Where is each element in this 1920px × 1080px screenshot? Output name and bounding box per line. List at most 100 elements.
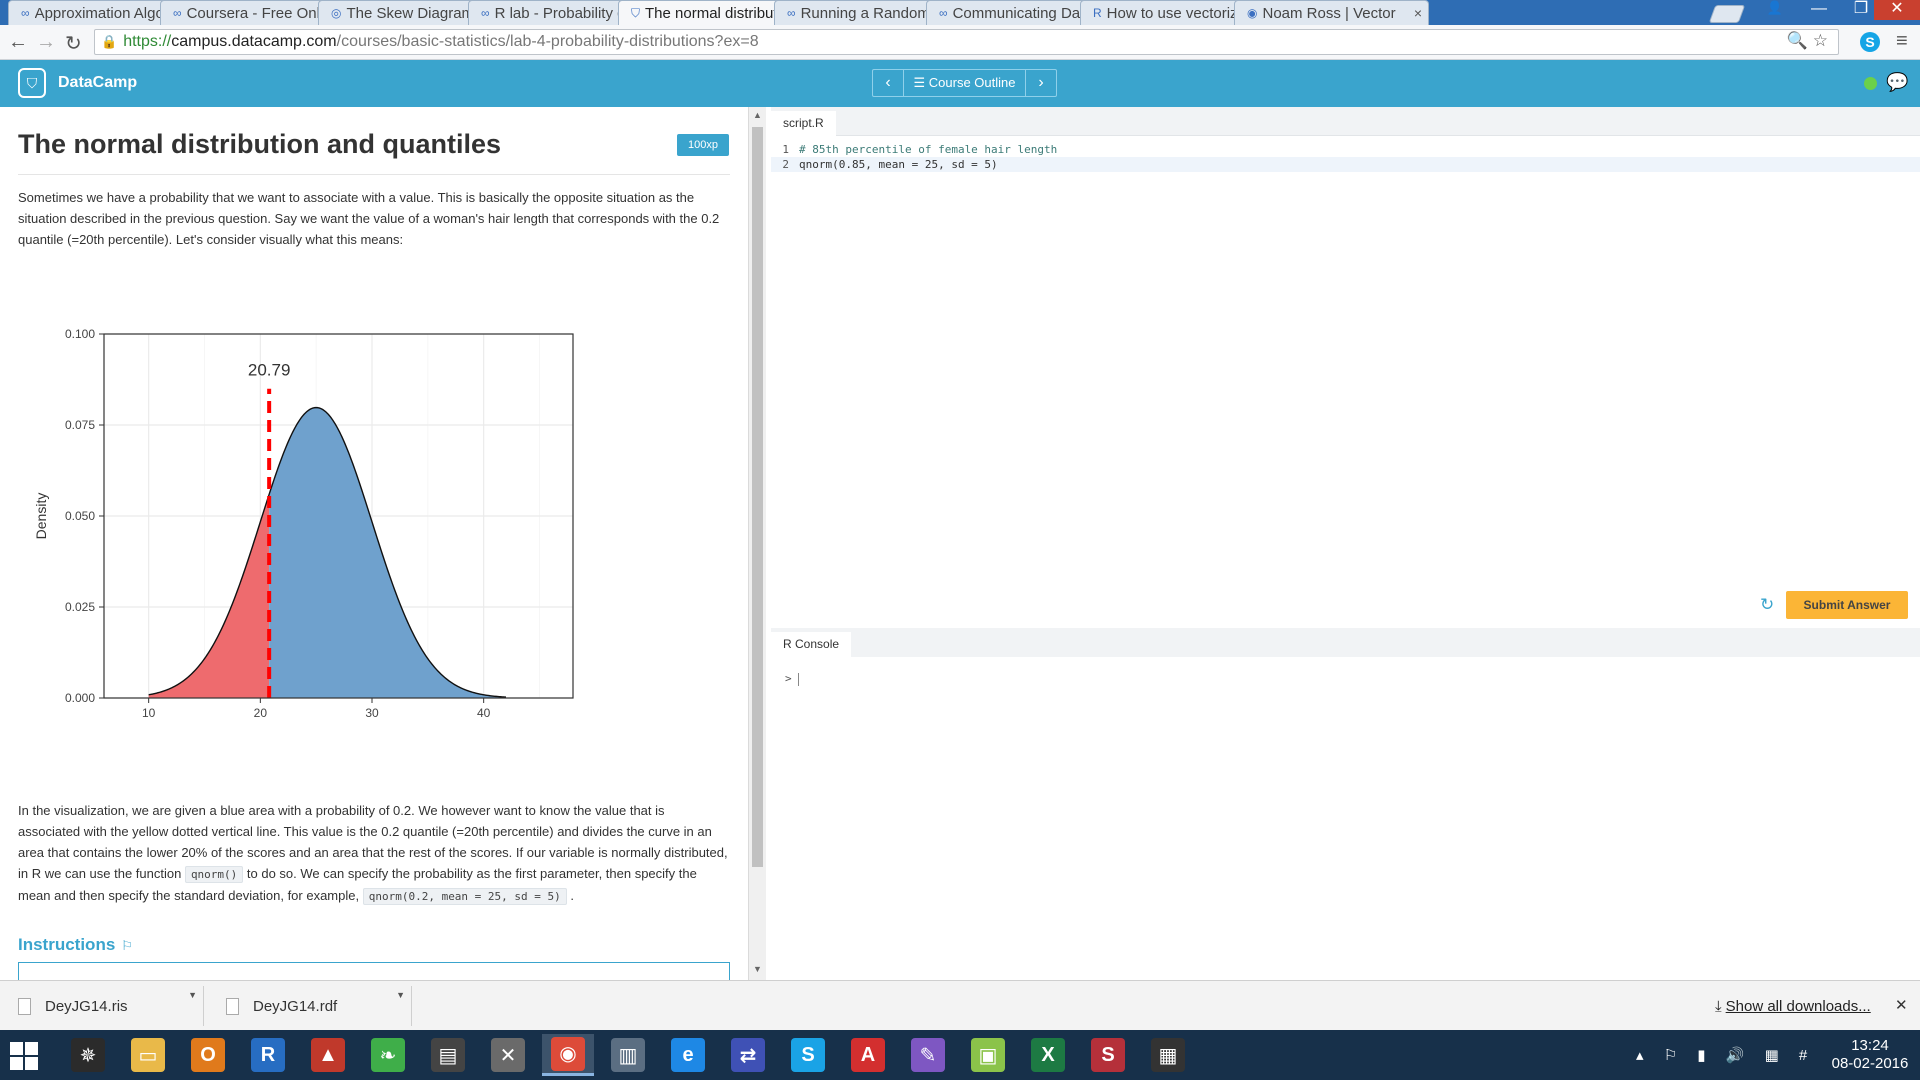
code-line-1[interactable]: 1 # 85th percentile of female hair lengt… <box>771 142 1920 157</box>
minimize-button[interactable]: — <box>1811 0 1827 17</box>
line-number: 2 <box>782 158 789 171</box>
upper-area <box>269 407 506 698</box>
chevron-down-icon[interactable]: ▼ <box>188 990 197 1000</box>
download-item[interactable]: DeyJG14.ris ▼ <box>4 986 204 1026</box>
slides-app-icon[interactable]: S <box>1082 1034 1134 1076</box>
windows-start-icon[interactable] <box>10 1042 38 1070</box>
title-divider <box>18 174 730 175</box>
lesson-scrollbar[interactable]: ▲ ▼ <box>748 107 766 980</box>
excel-app-icon[interactable]: X <box>1022 1034 1074 1076</box>
tab-r-console[interactable]: R Console <box>771 632 852 657</box>
scroll-up-icon[interactable]: ▲ <box>753 110 762 120</box>
matlab-app-icon[interactable]: ▲ <box>302 1034 354 1076</box>
network-app-icon[interactable]: ▥ <box>602 1034 654 1076</box>
clock-date: 08-02-2016 <box>1831 1055 1909 1072</box>
qnorm-function-code: qnorm() <box>184 866 244 883</box>
close-downloads-icon[interactable]: ✕ <box>1895 997 1908 1014</box>
close-icon[interactable]: × <box>1413 5 1422 21</box>
url-path: /courses/basic-statistics/lab-4-probabil… <box>336 33 759 50</box>
cinema4d-glyph-icon: ✵ <box>71 1038 105 1072</box>
file-icon <box>18 997 31 1015</box>
outlook-app-icon[interactable]: O <box>182 1034 234 1076</box>
tools-app-icon[interactable]: ✕ <box>482 1034 534 1076</box>
internet-explorer-app-icon[interactable]: e <box>662 1034 714 1076</box>
cinema4d-app-icon[interactable]: ✵ <box>62 1034 114 1076</box>
datacamp-icon: ⛉ <box>631 5 641 20</box>
qnorm-example-code: qnorm(0.2, mean = 25, sd = 5) <box>362 888 567 905</box>
browser-tab[interactable]: ◉ Noam Ross | Vector × <box>1234 0 1429 25</box>
maximize-button[interactable]: ❐ <box>1853 0 1869 17</box>
download-filename: DeyJG14.rdf <box>253 997 338 1015</box>
y-tick-label: 0.000 <box>65 691 95 705</box>
lesson-body-text-3: . <box>566 888 575 903</box>
console-tab-bar: R Console <box>771 628 1920 657</box>
datacamp-header: ⛉ DataCamp ‹ ☰ Course Outline › 💬 <box>0 60 1920 107</box>
previous-exercise-icon[interactable]: ‹ <box>885 74 891 91</box>
file-icon <box>226 997 239 1015</box>
line-number: 1 <box>782 143 789 156</box>
code-area[interactable]: 1 # 85th percentile of female hair lengt… <box>771 142 1920 172</box>
address-bar[interactable]: 🔒 https://campus.datacamp.com/courses/ba… <box>94 29 1839 55</box>
r-console[interactable]: R Console > <box>771 628 1920 980</box>
url-host: campus.datacamp.com <box>171 33 337 50</box>
forward-icon[interactable]: → <box>36 31 56 53</box>
close-window-button[interactable]: ✕ <box>1874 0 1920 20</box>
new-tab-button[interactable] <box>1708 5 1746 23</box>
leaf-app-icon[interactable]: ❧ <box>362 1034 414 1076</box>
acrobat-app-icon[interactable]: A <box>842 1034 894 1076</box>
system-tray-icons[interactable]: ▴ ⚐ ▮ 🔊 ▦ # <box>1636 1047 1816 1064</box>
console-prompt[interactable]: > <box>785 672 799 686</box>
browser-tab-strip: ∞ Approximation Algo × ∞ Coursera - Free Onl… <box>0 0 1920 25</box>
flag-icon[interactable]: ⚐ <box>121 938 133 953</box>
course-outline-button[interactable]: ☰ Course Outline <box>903 70 1026 96</box>
datacamp-logo-icon[interactable]: ⛉ <box>18 68 46 98</box>
course-outline-label: Course Outline <box>928 75 1016 90</box>
remote-glyph-icon: ⇄ <box>731 1038 765 1072</box>
chat-icon[interactable]: 💬 <box>1886 72 1909 92</box>
lesson-body-text-1: In the visualization, we are given a blu… <box>18 803 728 881</box>
y-axis-label: Density <box>33 493 49 540</box>
normal-distribution-chart: 20.79 10 20 30 40 0.000 0.025 0.050 0.075 0.100 De… <box>33 327 574 720</box>
code-statement: qnorm(0.85, mean = 25, sd = 5) <box>799 158 998 171</box>
lock-icon: 🔒 <box>101 34 118 49</box>
submit-answer-button[interactable]: Submit Answer <box>1786 591 1908 619</box>
chrome-glyph-icon: ◉ <box>551 1036 585 1071</box>
scrollbar-thumb[interactable] <box>752 127 763 867</box>
browser-tab-label: The normal distribut <box>645 4 778 22</box>
download-item[interactable]: DeyJG14.rdf ▼ <box>212 986 412 1026</box>
skype-app-icon[interactable]: S <box>782 1034 834 1076</box>
back-icon[interactable]: ← <box>8 31 28 53</box>
course-outline-nav: ‹ ☰ Course Outline › <box>872 69 1057 97</box>
github-icon: ◉ <box>1247 6 1258 20</box>
star-icon[interactable]: 🔍 ☆ <box>1786 31 1828 50</box>
picture-app-icon[interactable]: ▣ <box>962 1034 1014 1076</box>
r-app-icon[interactable]: R <box>242 1034 294 1076</box>
reset-code-icon[interactable]: ↻ <box>1760 595 1775 614</box>
paint-glyph-icon: ✎ <box>911 1038 945 1072</box>
chevron-down-icon[interactable]: ▼ <box>396 990 405 1000</box>
chrome-menu-icon[interactable]: ≡ <box>1896 30 1908 52</box>
terminal-app-icon[interactable]: ▦ <box>1142 1034 1194 1076</box>
skype-extension-icon[interactable]: S <box>1860 32 1880 52</box>
code-line-2[interactable]: 2 qnorm(0.85, mean = 25, sd = 5) <box>771 157 1920 172</box>
notebook-app-icon[interactable]: ▤ <box>422 1034 474 1076</box>
system-clock[interactable]: 13:24 08-02-2016 <box>1830 1037 1910 1073</box>
remote-app-icon[interactable]: ⇄ <box>722 1034 774 1076</box>
chrome-app-icon[interactable]: ◉ <box>542 1034 594 1076</box>
file-explorer-app-icon[interactable]: ▭ <box>122 1034 174 1076</box>
outlook-glyph-icon: O <box>191 1038 225 1072</box>
scroll-down-icon[interactable]: ▼ <box>753 964 762 974</box>
paint-app-icon[interactable]: ✎ <box>902 1034 954 1076</box>
tab-script-r[interactable]: script.R <box>771 111 836 136</box>
next-exercise-icon[interactable]: › <box>1038 74 1044 91</box>
brand-name[interactable]: DataCamp <box>58 74 138 91</box>
show-all-downloads-link[interactable]: ⤓ Show all downloads... <box>1715 998 1871 1015</box>
coursera-icon: ∞ <box>787 6 796 20</box>
browser-tab-label: Noam Ross | Vector <box>1262 4 1396 22</box>
reload-icon[interactable]: ↻ <box>65 33 82 55</box>
console-caret <box>797 672 799 686</box>
user-icon[interactable]: 👤 <box>1766 0 1784 15</box>
instructions-heading[interactable]: Instructions ⚐ <box>18 935 133 955</box>
instructions-label: Instructions <box>18 935 116 954</box>
editor-tab-bar: script.R <box>771 107 1920 136</box>
